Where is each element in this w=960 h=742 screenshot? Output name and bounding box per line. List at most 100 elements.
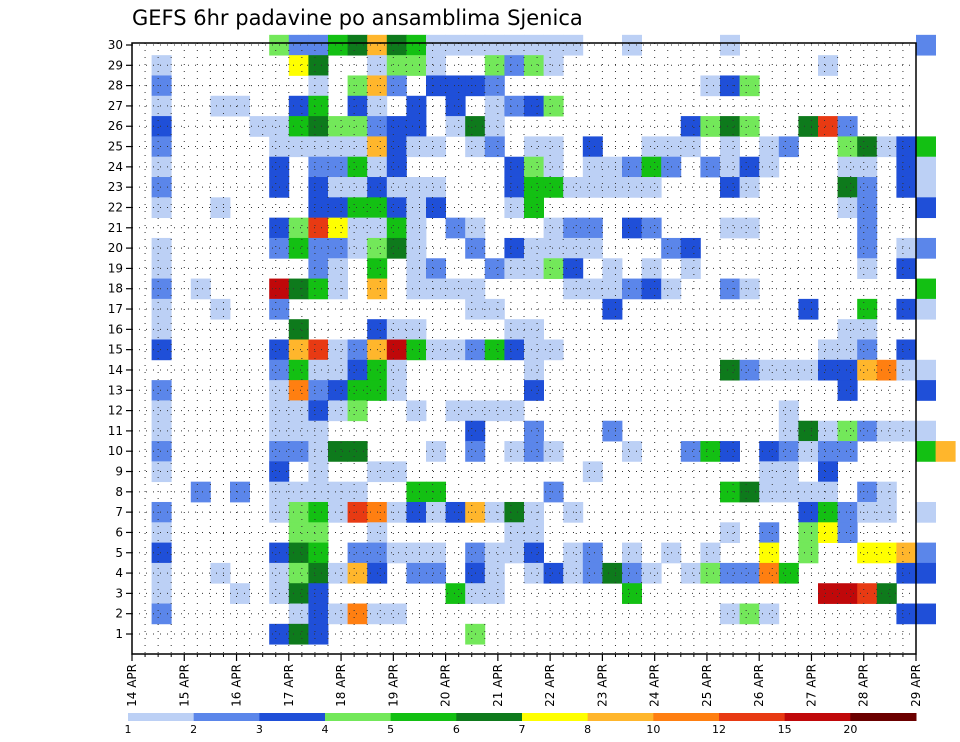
heatmap-cell: [582, 237, 603, 259]
y-tick-label: 6: [115, 525, 123, 539]
heatmap-cell: [426, 481, 446, 503]
heatmap-cell: [837, 197, 858, 219]
y-tick-label: 23: [108, 180, 123, 194]
heatmap-cell: [720, 359, 740, 381]
heatmap-cell: [504, 501, 525, 523]
heatmap-cell: [406, 95, 427, 117]
heatmap-cell: [288, 583, 309, 604]
heatmap-cell: [347, 339, 368, 361]
heatmap-cell: [720, 75, 740, 97]
heatmap-cell: [406, 177, 427, 198]
heatmap-cell: [151, 441, 172, 462]
legend-swatch: [653, 713, 720, 721]
heatmap-cell: [720, 603, 740, 625]
heatmap-cell: [288, 95, 309, 117]
heatmap-cell: [641, 177, 662, 198]
heatmap-cell: [426, 441, 446, 462]
x-tick-label: 26 APR: [752, 664, 766, 707]
heatmap-cell: [504, 522, 525, 543]
y-tick-label: 18: [108, 282, 123, 296]
heatmap-cell: [504, 34, 525, 56]
heatmap-cell: [308, 420, 329, 442]
heatmap-cell: [386, 136, 407, 158]
heatmap-cell: [602, 562, 623, 584]
heatmap-cell: [602, 156, 623, 178]
heatmap-cell: [347, 156, 368, 178]
heatmap-cell: [328, 116, 348, 137]
heatmap-cell: [798, 420, 819, 442]
heatmap-cell: [288, 34, 309, 56]
heatmap-cell: [308, 461, 329, 483]
heatmap-cell: [308, 400, 329, 422]
heatmap-cell: [386, 319, 407, 340]
heatmap-cell: [426, 542, 446, 564]
heatmap-cell: [543, 237, 564, 259]
heatmap-cell: [916, 34, 936, 56]
heatmap-cell: [308, 34, 329, 56]
heatmap-cell: [739, 562, 760, 584]
heatmap-cell: [484, 55, 505, 76]
heatmap-cell: [524, 156, 544, 178]
heatmap-cell: [641, 156, 662, 178]
heatmap-cell: [504, 95, 525, 117]
y-tick-label: 26: [108, 119, 123, 133]
y-tick-label: 19: [108, 261, 123, 275]
x-tick-label: 19 APR: [386, 664, 400, 707]
heatmap-cell: [308, 75, 329, 97]
legend-label: 15: [778, 723, 792, 736]
heatmap-cell: [426, 258, 446, 279]
heatmap-cell: [524, 380, 544, 401]
heatmap-cell: [837, 136, 858, 158]
color-legend: 1 2 3 4 5 6 7 8 10 12 15 20: [125, 713, 917, 736]
heatmap-cell: [837, 420, 858, 442]
heatmap-cell: [543, 95, 564, 117]
heatmap-cell: [916, 501, 936, 523]
heatmap-cell: [778, 359, 799, 381]
heatmap-cell: [347, 217, 368, 239]
x-tick-label: 17 APR: [282, 664, 296, 707]
heatmap-cell: [602, 420, 623, 442]
y-tick-label: 30: [108, 38, 123, 52]
heatmap-cell: [720, 481, 740, 503]
heatmap-cell: [504, 258, 525, 279]
heatmap-cell: [445, 217, 466, 239]
heatmap-cell: [916, 298, 936, 320]
heatmap-cell: [622, 278, 642, 300]
heatmap-cell: [896, 603, 917, 625]
heatmap-cell: [720, 34, 740, 56]
heatmap-cell: [308, 217, 329, 239]
heatmap-cell: [426, 562, 446, 584]
heatmap-cell: [151, 420, 172, 442]
heatmap-cell: [151, 522, 172, 543]
heatmap-cell: [328, 156, 348, 178]
legend-swatch: [522, 713, 589, 721]
heatmap-cell: [386, 217, 407, 239]
heatmap-cell: [484, 298, 505, 320]
heatmap-cell: [347, 34, 368, 56]
heatmap-cell: [151, 55, 172, 76]
heatmap-cell: [543, 217, 564, 239]
heatmap-cell: [504, 319, 525, 340]
y-tick-label: 25: [108, 140, 123, 154]
heatmap-cell: [308, 542, 329, 564]
heatmap-cell: [739, 75, 760, 97]
x-tick-label: 18 APR: [334, 664, 348, 707]
heatmap-cell: [798, 481, 819, 503]
heatmap-cell: [543, 136, 564, 158]
y-tick-label: 21: [108, 221, 123, 235]
heatmap-cell: [230, 583, 250, 604]
heatmap-cell: [896, 156, 917, 178]
heatmap-cell: [524, 177, 544, 198]
heatmap-cell: [524, 237, 544, 259]
heatmap-cell: [818, 339, 838, 361]
heatmap-cell: [386, 542, 407, 564]
x-tick-label: 23 APR: [595, 664, 609, 707]
heatmap-cell: [818, 481, 838, 503]
heatmap-cell: [720, 177, 740, 198]
heatmap-cell: [288, 603, 309, 625]
heatmap-cell: [484, 339, 505, 361]
heatmap-cell: [406, 116, 427, 137]
heatmap-cell: [876, 542, 897, 564]
heatmap-cell: [916, 441, 936, 462]
heatmap-cell: [798, 359, 819, 381]
